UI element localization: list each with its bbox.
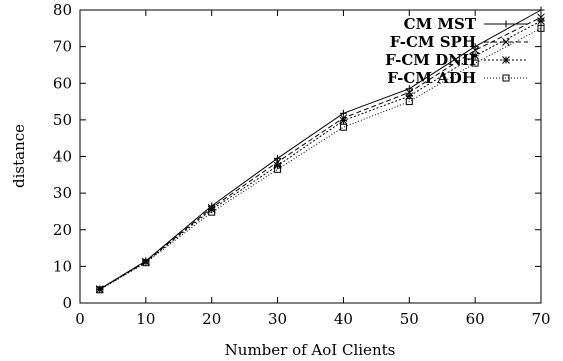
- data-point: [502, 56, 510, 64]
- series-layer: [95, 6, 545, 294]
- data-point: [471, 43, 479, 51]
- data-point: [537, 24, 545, 32]
- marker-stroke: [405, 88, 414, 97]
- y-tick-label: 60: [53, 74, 72, 92]
- series-4: [96, 24, 545, 294]
- marker-stroke: [502, 56, 510, 64]
- data-point: [273, 161, 282, 170]
- data-point: [339, 123, 347, 131]
- data-point: [273, 158, 282, 166]
- x-tick-label: 50: [400, 310, 419, 328]
- data-point: [502, 38, 510, 46]
- y-axis-label: distance: [10, 124, 28, 188]
- data-point: [142, 259, 150, 267]
- marker-stroke: [96, 286, 104, 294]
- data-point: [471, 51, 479, 60]
- y-tick-label: 70: [53, 38, 72, 56]
- series-line: [99, 20, 542, 290]
- x-axis-label: Number of AoI Clients: [225, 341, 396, 359]
- data-point: [339, 109, 347, 117]
- x-tick-label: 20: [202, 310, 221, 328]
- data-point: [502, 20, 510, 28]
- x-tick-label: 70: [531, 310, 550, 328]
- x-tick-label: 0: [75, 310, 85, 328]
- marker-stroke: [273, 161, 282, 170]
- y-tick-label: 20: [53, 221, 72, 239]
- data-point: [208, 208, 216, 216]
- legend-label: F-CM DNH: [385, 51, 476, 69]
- y-tick-label: 40: [53, 148, 72, 166]
- legend-label: CM MST: [404, 15, 477, 33]
- marker-stroke: [339, 116, 348, 125]
- data-point: [274, 154, 282, 162]
- marker-stroke: [471, 59, 479, 67]
- marker-stroke: [405, 98, 413, 106]
- x-tick-label: 10: [136, 310, 155, 328]
- data-point: [537, 13, 545, 22]
- data-point: [339, 116, 348, 125]
- legend-label: F-CM SPH: [390, 33, 476, 51]
- data-point: [405, 85, 413, 93]
- x-tick-label: 60: [466, 310, 485, 328]
- y-tick-label: 30: [53, 184, 72, 202]
- marker-stroke: [208, 208, 216, 216]
- marker-stroke: [537, 24, 545, 32]
- series-1: [96, 6, 545, 293]
- y-tick-label: 10: [53, 257, 72, 275]
- marker-stroke: [142, 259, 150, 267]
- x-tick-label: 40: [334, 310, 353, 328]
- data-point: [471, 59, 479, 67]
- marker-stroke: [273, 158, 282, 166]
- legend-label: F-CM ADH: [387, 69, 476, 87]
- marker-stroke: [274, 165, 282, 173]
- x-tick-label: 30: [268, 310, 287, 328]
- marker-stroke: [471, 51, 479, 60]
- data-point: [537, 17, 545, 25]
- series-3: [95, 17, 545, 294]
- marker-stroke: [471, 46, 479, 55]
- y-tick-label: 0: [62, 294, 72, 312]
- data-point: [274, 165, 282, 173]
- data-point: [96, 286, 104, 294]
- data-point: [405, 98, 413, 106]
- data-point: [471, 46, 479, 55]
- marker-stroke: [502, 74, 510, 82]
- marker-stroke: [502, 38, 510, 46]
- y-tick-label: 80: [53, 1, 72, 19]
- data-point: [502, 74, 510, 82]
- data-point: [537, 6, 545, 14]
- series-line: [99, 9, 542, 290]
- marker-stroke: [537, 17, 545, 25]
- marker-stroke: [537, 13, 545, 22]
- y-tick-label: 50: [53, 111, 72, 129]
- axis-ticks: 0 10 20 30 40 50 60 70 0 10 20 30 40 50 60 70 80: [53, 1, 551, 328]
- marker-stroke: [339, 123, 347, 131]
